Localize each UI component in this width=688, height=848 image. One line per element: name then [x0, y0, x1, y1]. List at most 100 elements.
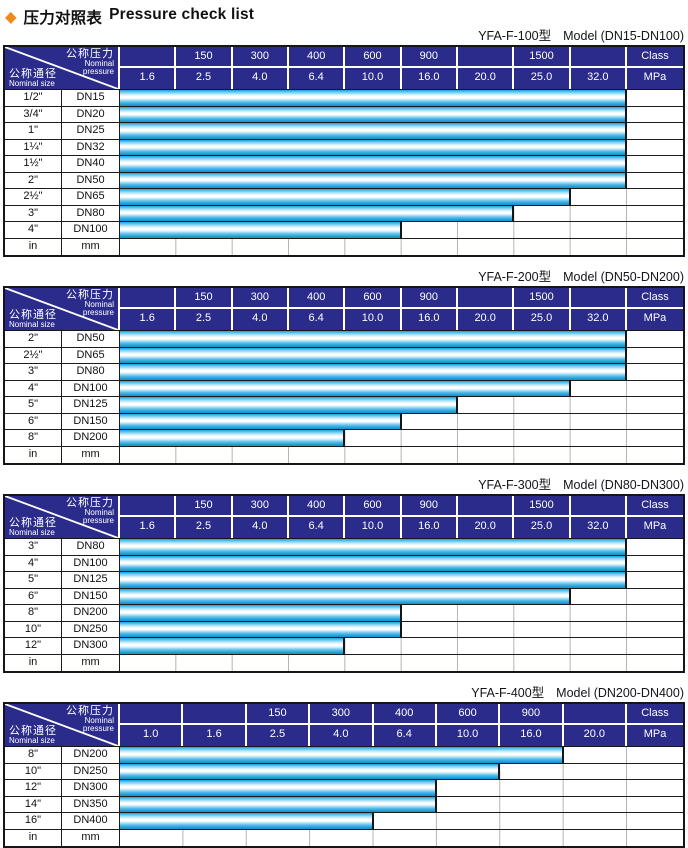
pressure-bar — [120, 205, 515, 221]
nominal-pressure-en1: Nominal — [84, 59, 114, 68]
page-title-en: Pressure check list — [109, 6, 255, 23]
data-row: 12" DN300 — [5, 638, 683, 655]
data-row: 8" DN200 — [5, 430, 683, 447]
bar-track — [120, 123, 627, 139]
data-row: 1/2" DN15 — [5, 90, 683, 107]
class-column-cell — [627, 430, 683, 446]
data-row: 3" DN80 — [5, 539, 683, 556]
class-column-cell — [627, 238, 683, 255]
class-column-cell — [627, 813, 683, 829]
mpa-header-cell: 20.0 — [457, 517, 515, 538]
pressure-bar — [120, 364, 627, 380]
class-column-cell — [627, 413, 683, 429]
class-header-cell: 1500 — [514, 47, 571, 68]
nominal-size-en: Nominal size — [9, 320, 55, 329]
class-header-cell — [120, 496, 177, 517]
dn-cell: DN100 — [62, 222, 120, 238]
class-header-cell — [120, 288, 177, 309]
dn-cell: DN250 — [62, 621, 120, 637]
class-header-cell: 900 — [500, 704, 564, 725]
dn-cell: DN250 — [62, 763, 120, 779]
pressure-bar — [120, 605, 402, 621]
bar-track — [120, 205, 627, 221]
diagonal-header-cell: 公称压力 Nominal pressure 公称通径 Nominal size — [5, 496, 120, 538]
class-header-cell — [120, 704, 184, 725]
dn-cell: DN100 — [62, 555, 120, 571]
nominal-size-zh: 公称通径 — [9, 309, 57, 321]
diagonal-line — [5, 496, 118, 538]
mpa-header-cell: 20.0 — [457, 68, 515, 89]
class-column-cell — [627, 446, 683, 463]
bar-track — [120, 796, 627, 812]
class-header-cell — [183, 704, 247, 725]
mpa-header-cell: 1.0 — [120, 725, 184, 746]
dn-cell: mm — [62, 654, 120, 671]
class-header-cell — [457, 496, 515, 517]
bar-track — [120, 172, 627, 188]
bar-track — [120, 638, 627, 654]
nominal-size-label: 公称通径 Nominal size — [9, 309, 57, 329]
class-header-cell: 300 — [232, 47, 289, 68]
bar-track — [120, 430, 627, 446]
data-row: 2½" DN65 — [5, 189, 683, 206]
bar-track — [120, 413, 627, 429]
bar-track — [120, 763, 627, 779]
class-column-cell — [627, 90, 683, 106]
data-row: in mm — [5, 238, 683, 255]
diagonal-header-cell: 公称压力 Nominal pressure 公称通径 Nominal size — [5, 288, 120, 330]
table-header: 公称压力 Nominal pressure 公称通径 Nominal size 150 30… — [5, 496, 683, 538]
mpa-header-cell: 2.5 — [246, 725, 311, 746]
table-model: YFA-F-400型 — [471, 686, 545, 700]
table-model: YFA-F-300型 — [478, 478, 552, 492]
data-row: 3/4" DN20 — [5, 106, 683, 123]
pressure-table: 公称压力 Nominal pressure 公称通径 Nominal size 150 30… — [3, 45, 685, 257]
class-header-cell: 900 — [401, 47, 458, 68]
dn-cell: DN125 — [62, 397, 120, 413]
mpa-header-cell: 16.0 — [401, 517, 458, 538]
nominal-pressure-zh: 公称压力 — [66, 497, 114, 509]
nominal-pressure-en2: pressure — [82, 308, 114, 317]
class-column-cell — [627, 172, 683, 188]
dn-cell: DN65 — [62, 347, 120, 363]
mpa-header-cell: 16.0 — [401, 68, 458, 89]
dn-cell: DN20 — [62, 106, 120, 122]
dn-cell: DN80 — [62, 539, 120, 555]
bar-track — [120, 605, 627, 621]
mpa-header-cell: 2.5 — [176, 309, 233, 330]
table-body: 2" DN50 2½" DN65 3" DN80 4" DN100 5" DN125 6" DN150… — [5, 330, 683, 463]
pressure-bar — [120, 380, 571, 396]
bar-track — [120, 621, 627, 637]
mpa-header-cell: MPa — [627, 725, 683, 746]
class-header-cell: 600 — [345, 288, 402, 309]
size-cell: 12" — [5, 638, 62, 654]
pressure-bar — [120, 747, 564, 763]
data-row: 1½" DN40 — [5, 156, 683, 173]
pressure-bar — [120, 572, 627, 588]
class-column-cell — [627, 638, 683, 654]
class-header-cell — [120, 47, 177, 68]
class-header-cell: 300 — [310, 704, 374, 725]
pressure-bar — [120, 347, 627, 363]
nominal-pressure-en1: Nominal — [84, 716, 114, 725]
class-column-cell — [627, 621, 683, 637]
dn-cell: DN80 — [62, 205, 120, 221]
dn-cell: DN200 — [62, 430, 120, 446]
nominal-size-zh: 公称通径 — [9, 517, 57, 529]
size-cell: 2" — [5, 172, 62, 188]
table-model: YFA-F-200型 — [478, 270, 552, 284]
mpa-header-cell: 4.0 — [310, 725, 374, 746]
mpa-header-cell: 2.5 — [176, 517, 233, 538]
dn-cell: DN50 — [62, 172, 120, 188]
size-cell: 16" — [5, 813, 62, 829]
class-header-cell — [457, 288, 515, 309]
data-row: 2" DN50 — [5, 172, 683, 189]
class-column-cell — [627, 747, 683, 763]
pressure-bar — [120, 621, 402, 637]
class-column-cell — [627, 780, 683, 796]
data-row: 16" DN400 — [5, 813, 683, 830]
data-row: 4" DN100 — [5, 555, 683, 572]
bar-track — [120, 446, 627, 463]
bar-track — [120, 90, 627, 106]
data-row: 8" DN200 — [5, 747, 683, 764]
size-cell: 10" — [5, 763, 62, 779]
